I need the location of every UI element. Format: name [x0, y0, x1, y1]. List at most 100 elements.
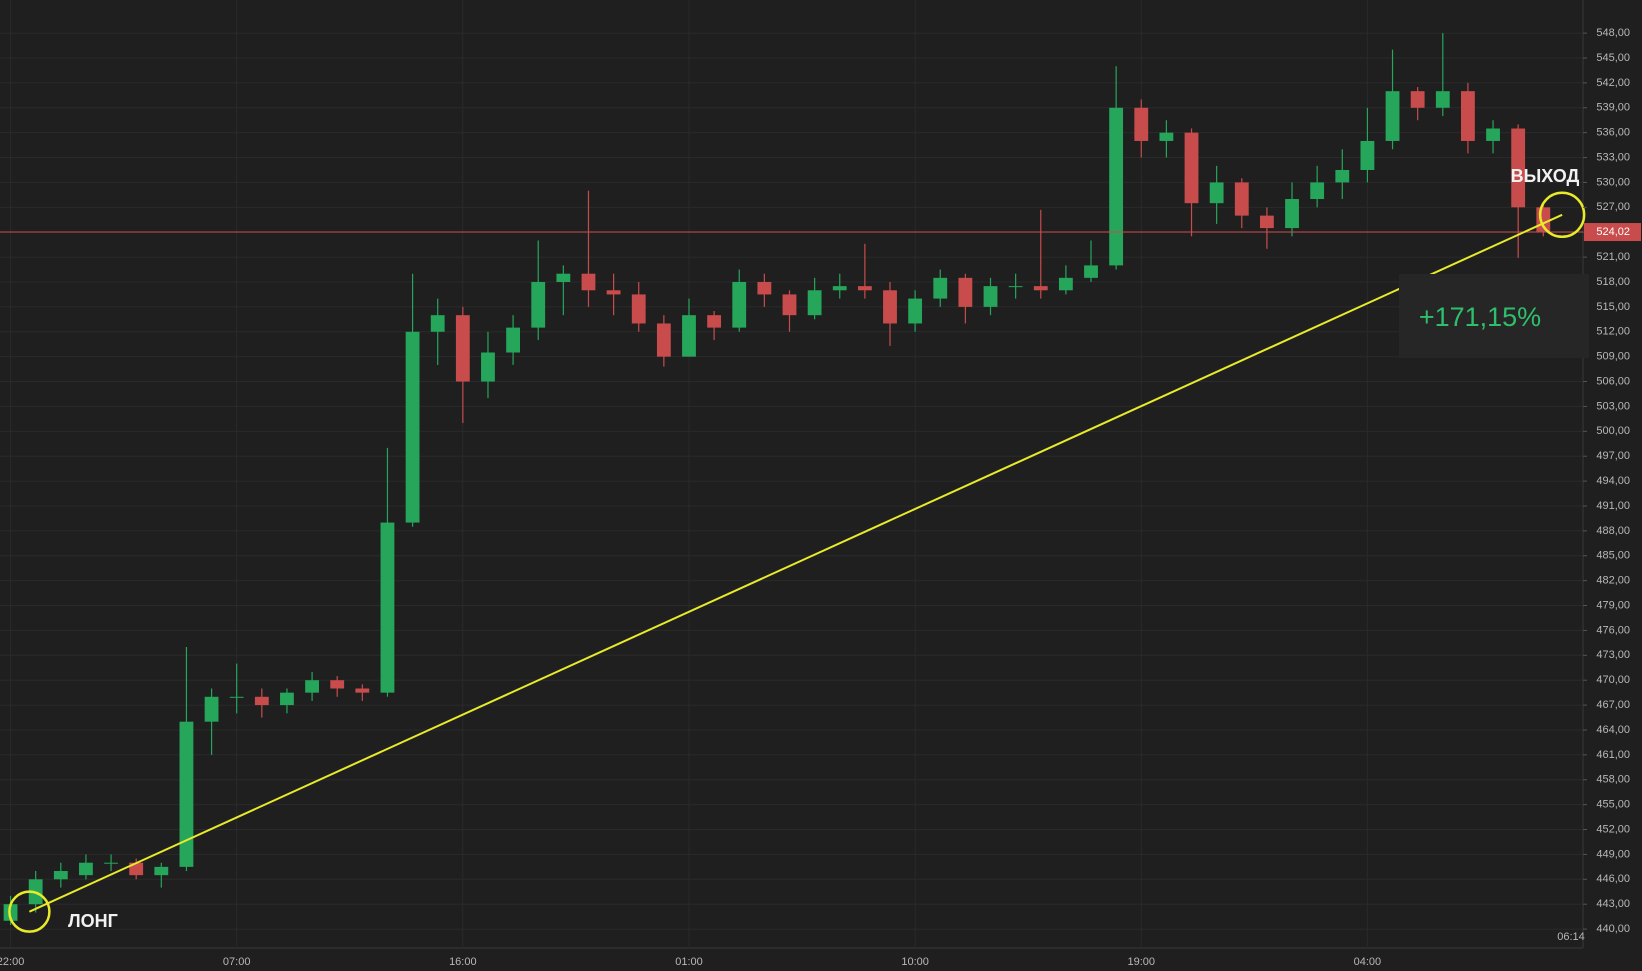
price-axis-panel — [1583, 0, 1642, 971]
y-tick-label: 548,00 — [1596, 27, 1630, 39]
candle-body — [1360, 140, 1375, 170]
candle-body — [732, 281, 747, 328]
y-tick-label: 509,00 — [1596, 351, 1630, 363]
candle-body — [1084, 265, 1098, 278]
entry-marker — [8, 890, 51, 933]
candle-body — [355, 688, 370, 693]
candle-body — [280, 692, 294, 706]
candle-body — [455, 315, 470, 382]
y-tick-label: 515,00 — [1596, 301, 1630, 313]
candle-body — [1385, 91, 1400, 141]
candle-body — [581, 273, 596, 291]
candle-body — [405, 331, 420, 523]
candle-body — [757, 281, 772, 295]
candle-body — [1209, 182, 1224, 204]
exit-label: ВЫХОД — [1511, 166, 1580, 186]
y-tick-label: 470,00 — [1596, 674, 1630, 686]
y-tick-label: 467,00 — [1596, 699, 1630, 711]
y-tick-label: 473,00 — [1596, 649, 1630, 661]
candle-body — [229, 696, 244, 698]
y-tick-label: 506,00 — [1596, 375, 1630, 387]
y-tick-label: 521,00 — [1596, 251, 1630, 263]
candle-body — [1109, 107, 1124, 266]
candle-body — [1461, 91, 1475, 141]
candle-body — [305, 680, 319, 693]
y-tick-label: 446,00 — [1596, 873, 1630, 885]
candle-body — [1435, 91, 1450, 108]
candle-body — [883, 290, 897, 324]
candle-body — [832, 286, 847, 291]
y-tick-label: 527,00 — [1596, 201, 1630, 213]
price-label: 524,02 — [1596, 226, 1630, 238]
x-tick-label: 22:00 — [0, 956, 24, 968]
candle-body — [1058, 277, 1073, 291]
candle-body — [430, 315, 445, 332]
y-tick-label: 485,00 — [1596, 550, 1630, 562]
candle-body — [380, 522, 395, 693]
candle-body — [53, 871, 68, 880]
candle-body — [531, 281, 546, 328]
result-label: +171,15% — [1419, 302, 1541, 332]
trade-line — [28, 213, 1563, 913]
candle-body — [1410, 91, 1425, 108]
x-tick-label: 01:00 — [675, 956, 703, 968]
price-label-box — [1584, 223, 1641, 242]
x-tick-label: 10:00 — [901, 956, 929, 968]
candle-body — [556, 273, 571, 282]
y-tick-label: 545,00 — [1596, 52, 1630, 64]
candle-body — [1033, 286, 1048, 291]
y-tick-label: 491,00 — [1596, 500, 1630, 512]
candle-body — [807, 290, 822, 316]
candle-body — [682, 315, 696, 357]
y-tick-label: 482,00 — [1596, 575, 1630, 587]
candle-body — [983, 286, 998, 307]
candle-body — [908, 298, 923, 324]
y-tick-label: 536,00 — [1596, 127, 1630, 139]
y-tick-label: 443,00 — [1596, 898, 1630, 910]
candle-body — [254, 696, 269, 706]
y-tick-label: 449,00 — [1596, 848, 1630, 860]
y-tick-label: 542,00 — [1596, 77, 1630, 89]
current-time: 06:14 — [1557, 931, 1585, 943]
candle-body — [857, 286, 872, 291]
candle-body — [958, 277, 973, 307]
candle-body — [1310, 182, 1325, 200]
candle-body — [204, 696, 219, 722]
y-tick-label: 464,00 — [1596, 724, 1630, 736]
y-tick-label: 488,00 — [1596, 525, 1630, 537]
candle-body — [1159, 132, 1174, 141]
y-tick-label: 494,00 — [1596, 475, 1630, 487]
y-tick-label: 530,00 — [1596, 176, 1630, 188]
y-tick-label: 455,00 — [1596, 799, 1630, 811]
result-box — [1399, 274, 1589, 358]
y-tick-label: 479,00 — [1596, 599, 1630, 611]
x-tick-label: 04:00 — [1354, 956, 1382, 968]
candle-body — [933, 277, 948, 299]
candle-body — [481, 352, 495, 382]
y-tick-label: 461,00 — [1596, 749, 1630, 761]
candle-body — [631, 294, 646, 324]
y-tick-label: 440,00 — [1596, 923, 1630, 935]
x-tick-label: 19:00 — [1128, 956, 1156, 968]
candle-body — [1486, 128, 1500, 141]
candle-body — [129, 862, 144, 876]
y-tick-label: 452,00 — [1596, 823, 1630, 835]
candle-body — [656, 323, 671, 357]
candle-body — [179, 721, 194, 867]
candle-body — [1134, 107, 1149, 141]
candle-body — [154, 866, 169, 876]
candle-body — [506, 327, 521, 353]
candle-body — [104, 862, 118, 864]
plot-area — [0, 0, 1586, 948]
y-tick-label: 518,00 — [1596, 276, 1630, 288]
candle-body — [606, 290, 621, 295]
y-tick-label: 539,00 — [1596, 102, 1630, 114]
candle-body — [1234, 182, 1249, 216]
exit-marker — [1538, 191, 1586, 239]
y-tick-label: 503,00 — [1596, 400, 1630, 412]
x-tick-label: 16:00 — [449, 956, 477, 968]
entry-label: ЛОНГ — [68, 911, 118, 931]
